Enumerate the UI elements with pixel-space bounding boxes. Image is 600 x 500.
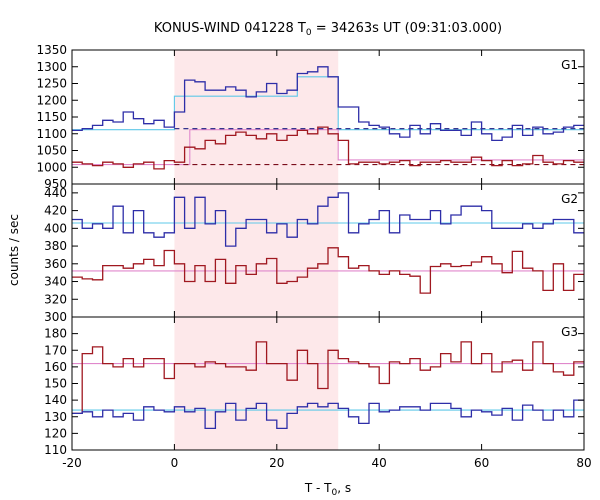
- panel-g2-y-tick-label: 420: [44, 204, 67, 218]
- panel-g1-bg-pink-line: [72, 129, 584, 166]
- panel-g3-y-tick-label: 180: [44, 327, 67, 341]
- x-tick-label: 20: [269, 456, 284, 470]
- panel-g2-series-red: [72, 247, 584, 294]
- panel-g3-series-red: [72, 341, 584, 415]
- panel-g1-y-tick-label: 1050: [36, 144, 67, 158]
- panel-g2-y-tick-label: 400: [44, 221, 67, 235]
- y-axis-label: counts / sec: [7, 214, 21, 286]
- x-tick-label: -20: [62, 456, 82, 470]
- x-tick-label: 40: [372, 456, 387, 470]
- interval-shade: [174, 50, 339, 450]
- chart-title-main: KONUS-WIND 041228 T: [154, 21, 306, 36]
- panel-g2-series-blue: [72, 192, 584, 247]
- chart-title-rest: = 34263s UT (09:31:03.000): [312, 21, 502, 36]
- x-axis-label-rest: , s: [337, 481, 351, 495]
- panel-g2-y-tick-label: 360: [44, 257, 67, 271]
- x-axis-label-sub: 0: [332, 488, 338, 498]
- panel-g3-y-tick-label: 110: [44, 443, 67, 457]
- panel-g2-y-tick-label: 300: [44, 310, 67, 324]
- ticks-layer: G195010001050110011501200125013001350G23…: [36, 43, 591, 470]
- panel-g3-series-blue: [72, 399, 584, 430]
- panel-g1-y-tick-label: 1150: [36, 110, 67, 124]
- panel-g2-y-tick-label: 380: [44, 239, 67, 253]
- panel-g3-y-tick-label: 130: [44, 410, 67, 424]
- panel-g2-y-tick-label: 340: [44, 275, 67, 289]
- x-axis-label: T - T0, s: [304, 481, 351, 498]
- chart-title-sub: 0: [306, 28, 312, 38]
- panel-g1-y-tick-label: 1000: [36, 160, 67, 174]
- panel-g3-y-tick-label: 160: [44, 360, 67, 374]
- panel-g1-y-tick-label: 1100: [36, 127, 67, 141]
- panel-g1-y-tick-label: 1300: [36, 60, 67, 74]
- panel-g3-label: G3: [561, 325, 578, 339]
- interval-shade-layer: [174, 50, 339, 450]
- panel-g1-series-blue: [72, 66, 584, 142]
- panel-g3-y-tick-label: 150: [44, 377, 67, 391]
- panel-g2-label: G2: [561, 192, 578, 206]
- panel-g3-y-tick-label: 170: [44, 343, 67, 357]
- x-axis-label-main: T - T: [304, 481, 332, 495]
- panel-g3-y-tick-label: 140: [44, 393, 67, 407]
- chart-title: KONUS-WIND 041228 T0 = 34263s UT (09:31:…: [154, 21, 502, 38]
- panel-g1-y-tick-label: 1250: [36, 77, 67, 91]
- panel-g1-label: G1: [561, 58, 578, 72]
- x-tick-label: 80: [576, 456, 591, 470]
- series-layer: [72, 66, 584, 430]
- panel-g1-y-tick-label: 1200: [36, 93, 67, 107]
- panel-g1-y-tick-label: 1350: [36, 43, 67, 57]
- panel-g1-y-tick-label: 950: [44, 177, 67, 191]
- panel-g2-y-tick-label: 440: [44, 186, 67, 200]
- x-tick-label: 60: [474, 456, 489, 470]
- panel-g3-y-tick-label: 120: [44, 426, 67, 440]
- panel-g2-y-tick-label: 320: [44, 292, 67, 306]
- x-tick-label: 0: [171, 456, 179, 470]
- panel-g1-series-red: [72, 126, 584, 170]
